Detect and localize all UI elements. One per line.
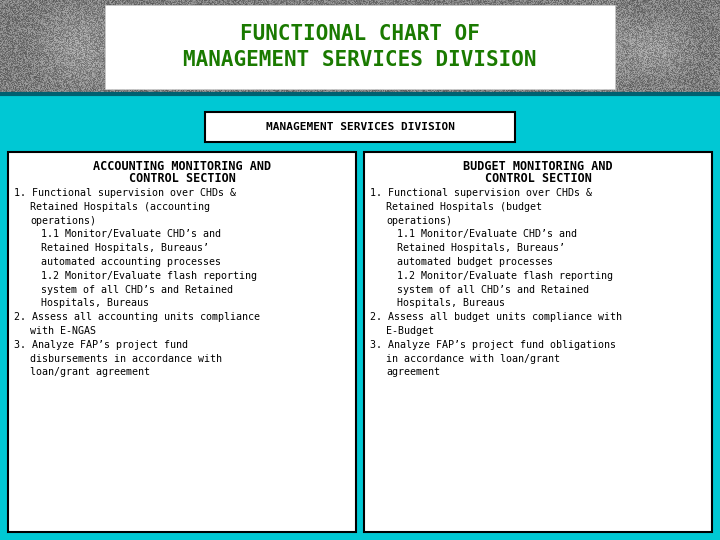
Text: CONTROL SECTION: CONTROL SECTION (129, 172, 235, 186)
Text: automated budget processes: automated budget processes (397, 257, 553, 267)
Text: 1. Functional supervision over CHDs &: 1. Functional supervision over CHDs & (14, 188, 236, 198)
Text: ACCOUNTING MONITORING AND: ACCOUNTING MONITORING AND (93, 159, 271, 172)
Text: 1. Functional supervision over CHDs &: 1. Functional supervision over CHDs & (370, 188, 592, 198)
Text: 3. Analyze FAP’s project fund: 3. Analyze FAP’s project fund (14, 340, 188, 350)
Text: disbursements in accordance with: disbursements in accordance with (30, 354, 222, 363)
Text: operations): operations) (386, 215, 452, 226)
Text: 2. Assess all accounting units compliance: 2. Assess all accounting units complianc… (14, 312, 260, 322)
Text: FUNCTIONAL CHART OF: FUNCTIONAL CHART OF (240, 24, 480, 44)
Text: agreement: agreement (386, 367, 440, 377)
Text: operations): operations) (30, 215, 96, 226)
Text: 1.2 Monitor/Evaluate flash reporting: 1.2 Monitor/Evaluate flash reporting (397, 271, 613, 281)
Text: 2. Assess all budget units compliance with: 2. Assess all budget units compliance wi… (370, 312, 622, 322)
Text: 3. Analyze FAP’s project fund obligations: 3. Analyze FAP’s project fund obligation… (370, 340, 616, 350)
Text: loan/grant agreement: loan/grant agreement (30, 367, 150, 377)
Text: Retained Hospitals (accounting: Retained Hospitals (accounting (30, 202, 210, 212)
Text: Retained Hospitals, Bureaus’: Retained Hospitals, Bureaus’ (397, 243, 565, 253)
Text: 1.2 Monitor/Evaluate flash reporting: 1.2 Monitor/Evaluate flash reporting (41, 271, 257, 281)
Text: system of all CHD’s and Retained: system of all CHD’s and Retained (41, 285, 233, 295)
Text: 1.1 Monitor/Evaluate CHD’s and: 1.1 Monitor/Evaluate CHD’s and (41, 230, 221, 239)
FancyBboxPatch shape (364, 152, 712, 532)
Text: MANAGEMENT SERVICES DIVISION: MANAGEMENT SERVICES DIVISION (266, 122, 454, 132)
Text: MANAGEMENT SERVICES DIVISION: MANAGEMENT SERVICES DIVISION (184, 50, 536, 70)
Text: Hospitals, Bureaus: Hospitals, Bureaus (41, 299, 149, 308)
Text: BUDGET MONITORING AND: BUDGET MONITORING AND (463, 159, 613, 172)
Text: Hospitals, Bureaus: Hospitals, Bureaus (397, 299, 505, 308)
Text: E-Budget: E-Budget (386, 326, 434, 336)
Text: in accordance with loan/grant: in accordance with loan/grant (386, 354, 560, 363)
Text: automated accounting processes: automated accounting processes (41, 257, 221, 267)
Text: with E-NGAS: with E-NGAS (30, 326, 96, 336)
FancyBboxPatch shape (105, 5, 615, 89)
Text: system of all CHD’s and Retained: system of all CHD’s and Retained (397, 285, 589, 295)
Text: Retained Hospitals, Bureaus’: Retained Hospitals, Bureaus’ (41, 243, 209, 253)
Text: Retained Hospitals (budget: Retained Hospitals (budget (386, 202, 542, 212)
Text: 1.1 Monitor/Evaluate CHD’s and: 1.1 Monitor/Evaluate CHD’s and (397, 230, 577, 239)
Text: CONTROL SECTION: CONTROL SECTION (485, 172, 591, 186)
FancyBboxPatch shape (205, 112, 515, 142)
FancyBboxPatch shape (8, 152, 356, 532)
